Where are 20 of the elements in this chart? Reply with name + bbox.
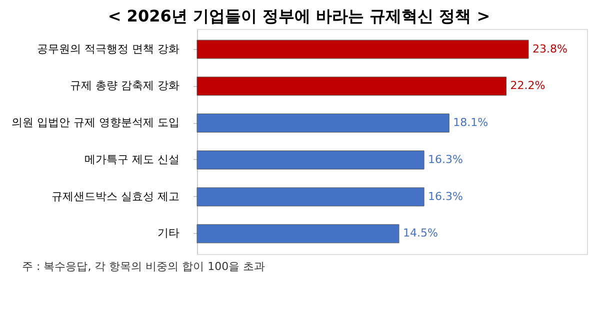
data-label: 22.2% bbox=[510, 79, 546, 92]
bar bbox=[196, 187, 424, 206]
chart-title: < 2026년 기업들이 정부에 바라는 규제혁신 정책 > bbox=[108, 6, 490, 26]
data-label: 23.8% bbox=[532, 42, 568, 56]
bar bbox=[196, 114, 450, 133]
y-tick-label: 메가특구 제도 신설 bbox=[84, 152, 180, 166]
data-label: 16.3% bbox=[428, 152, 463, 166]
y-tick-label: 규제 총량 감축제 강화 bbox=[70, 79, 180, 92]
data-label: 18.1% bbox=[453, 116, 488, 130]
y-tick-label: 공무원의 적극행정 면책 강화 bbox=[37, 42, 180, 56]
bar bbox=[196, 40, 529, 59]
y-tick-label: 의원 입법안 규제 영향분석제 도입 bbox=[12, 116, 180, 130]
bar bbox=[196, 150, 424, 170]
bar bbox=[196, 76, 506, 96]
data-label: 16.3% bbox=[428, 190, 463, 203]
y-tick-label: 규제샌드박스 실효성 제고 bbox=[52, 190, 180, 203]
data-label: 14.5% bbox=[402, 226, 438, 240]
bar bbox=[196, 224, 400, 244]
text: 주 : 복수응답, 각 항목의 비중의 합이 100을 초과 bbox=[22, 260, 266, 273]
y-tick-label: 기타 bbox=[158, 226, 180, 240]
